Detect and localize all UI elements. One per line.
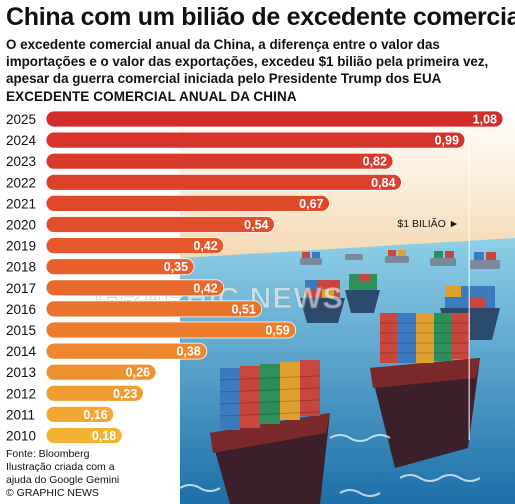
value-label: 0,18 — [92, 429, 116, 443]
bar-row-2010: 2010 0,18 — [6, 427, 123, 444]
year-label: 2020 — [6, 218, 36, 233]
bar — [45, 405, 115, 423]
year-label: 2016 — [6, 302, 36, 317]
reference-label: $1 BILIÃO ► — [397, 217, 459, 230]
bar-row-2021: 2021 0,67 — [6, 194, 330, 212]
value-label: 0,54 — [244, 218, 268, 232]
bar-row-2018: 2018 0,35 — [6, 258, 195, 276]
value-label: 0,67 — [299, 197, 323, 211]
illustration-note-2: ajuda do Google Gemini — [6, 474, 120, 486]
year-label: 2014 — [6, 344, 37, 359]
bar-row-2025: 2025 1,08 — [6, 110, 504, 128]
year-label: 2018 — [6, 260, 36, 275]
year-label: 2017 — [6, 281, 36, 296]
value-label: 0,16 — [83, 408, 107, 422]
year-label: 2010 — [6, 429, 36, 444]
bar-row-2019: 2019 0,42 — [6, 237, 225, 255]
value-label: 0,42 — [193, 281, 217, 295]
bar — [45, 173, 402, 191]
bar-row-2023: 2023 0,82 — [6, 152, 394, 170]
value-label: 1,08 — [473, 113, 497, 127]
value-label: 0,99 — [435, 134, 459, 148]
bar-row-2020: 2020 0,54 — [6, 216, 275, 233]
year-label: 2025 — [6, 112, 36, 127]
bar-row-2012: 2012 0,23 — [6, 384, 144, 402]
value-label: 0,35 — [164, 260, 188, 274]
illustration-note: Ilustração criada com a — [6, 461, 115, 473]
bar — [45, 342, 208, 360]
page-title: China com um bilião de excedente comerci… — [6, 3, 515, 31]
bar — [45, 300, 263, 318]
bar-row-2011: 2011 0,16 — [6, 405, 115, 423]
bar-row-2024: 2024 0,99 — [6, 131, 466, 149]
value-label: 0,82 — [363, 155, 387, 169]
value-label: 0,84 — [371, 176, 395, 190]
value-label: 0,23 — [113, 387, 137, 401]
bar — [45, 279, 225, 297]
bar — [45, 194, 330, 212]
bar — [45, 237, 225, 255]
section-label: EXCEDENTE COMERCIAL ANUAL DA CHINA — [6, 89, 297, 104]
bar — [45, 110, 504, 128]
bar — [45, 321, 297, 339]
value-label: 0,51 — [231, 302, 255, 316]
year-label: 2022 — [6, 175, 36, 190]
bar — [45, 258, 195, 276]
value-label: 0,42 — [193, 239, 217, 253]
copyright: © GRAPHIC NEWS — [6, 487, 99, 499]
footer: Fonte: Bloomberg Ilustração criada com a… — [6, 448, 119, 500]
bar — [45, 363, 157, 381]
bar-row-2014: 2014 0,38 — [6, 342, 208, 360]
source-note: Fonte: Bloomberg — [6, 448, 90, 460]
bar-row-2016: 2016 0,51 — [6, 300, 263, 318]
value-label: 0,59 — [265, 324, 289, 338]
year-label: 2013 — [6, 365, 36, 380]
value-label: 0,26 — [126, 366, 150, 380]
subtitle: O excedente comercial anual da China, a … — [6, 37, 489, 86]
bar-row-2015: 2015 0,59 — [6, 321, 297, 339]
bar-row-2022: 2022 0,84 — [6, 173, 402, 191]
year-label: 2015 — [6, 323, 36, 338]
year-label: 2021 — [6, 196, 36, 211]
bar — [45, 131, 466, 149]
year-label: 2023 — [6, 154, 36, 169]
value-label: 0,38 — [176, 345, 200, 359]
bar — [45, 427, 123, 444]
bar — [45, 384, 144, 402]
bar-row-2013: 2013 0,26 — [6, 363, 157, 381]
bar-row-2017: 2017 0,42 — [6, 279, 225, 297]
year-label: 2019 — [6, 239, 36, 254]
year-label: 2011 — [6, 407, 35, 422]
bar — [45, 216, 275, 233]
year-label: 2012 — [6, 386, 36, 401]
year-label: 2024 — [6, 133, 37, 148]
bar — [45, 152, 394, 170]
